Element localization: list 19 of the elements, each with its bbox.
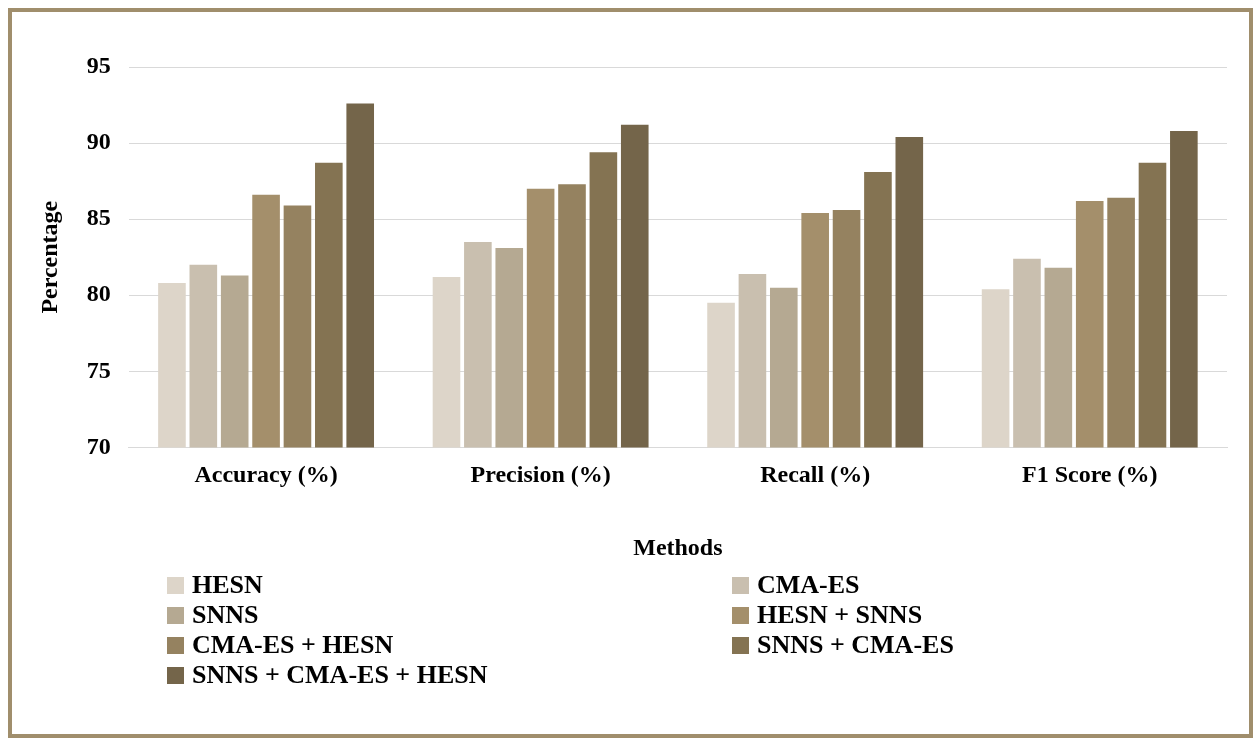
y-tick-label: 90 — [86, 128, 111, 155]
legend-label: SNNS + CMA-ES — [757, 630, 954, 660]
y-tick-label: 70 — [86, 432, 111, 459]
x-tick-label: Accuracy (%) — [194, 461, 338, 487]
x-tick-label: F1 Score (%) — [1021, 461, 1158, 487]
y-tick-label: 85 — [86, 204, 111, 231]
y-tick-label: 95 — [86, 52, 111, 79]
y-tick-label: 80 — [86, 280, 111, 307]
legend-label: CMA-ES — [757, 570, 860, 600]
legend-label: HESN + SNNS — [757, 600, 923, 630]
y-tick-label: 75 — [86, 356, 111, 383]
x-axis-title: Methods — [633, 533, 723, 560]
legend-label: HESN — [192, 570, 263, 600]
legend-label: SNNS — [192, 600, 259, 630]
legend-label: CMA-ES + HESN — [192, 630, 394, 660]
x-tick-label: Recall (%) — [760, 461, 871, 487]
legend-label: SNNS + CMA-ES + HESN — [192, 660, 488, 690]
x-tick-label: Precision (%) — [470, 461, 611, 487]
y-axis-title: Percentage — [35, 200, 62, 314]
